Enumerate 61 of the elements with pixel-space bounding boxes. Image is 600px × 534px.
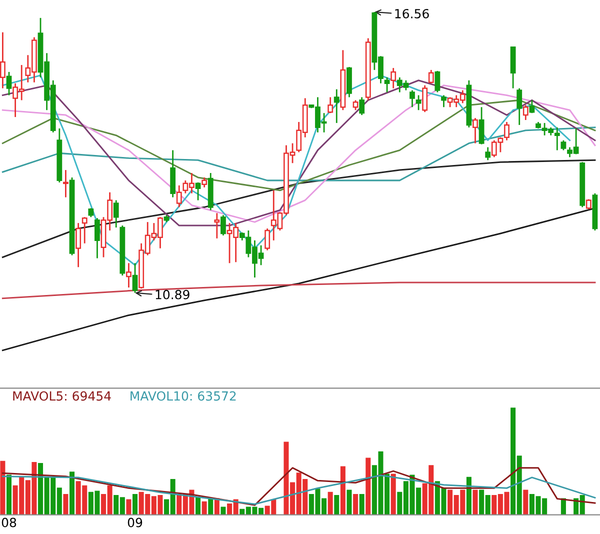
bar <box>523 490 528 515</box>
candlestick <box>359 96 365 116</box>
bar <box>196 497 201 515</box>
text: MAVOL5: 69454 <box>13 391 111 401</box>
candlestick <box>126 262 132 288</box>
candlestick <box>82 216 88 244</box>
candlestick <box>428 69 434 84</box>
candlestick <box>384 76 390 93</box>
bar <box>208 498 214 515</box>
candlestick <box>63 169 68 198</box>
candlestick <box>214 212 220 240</box>
bar <box>63 494 68 515</box>
bar <box>70 472 75 515</box>
bar <box>340 466 346 515</box>
bar <box>0 460 6 515</box>
candlestick <box>264 228 270 251</box>
candlestick <box>472 117 478 144</box>
candlestick <box>560 140 566 151</box>
candlestick <box>485 146 491 161</box>
candlestick <box>522 104 528 121</box>
candlestick <box>441 94 446 108</box>
candlestick <box>410 90 415 108</box>
candlestick <box>390 67 396 89</box>
annotation: 16.56 <box>395 8 429 18</box>
candlestick <box>416 94 422 111</box>
candlestick <box>328 96 334 114</box>
bar <box>346 490 352 515</box>
text: MAVOL10: 63572 <box>130 391 236 401</box>
candlestick <box>478 106 484 145</box>
x-tick-label: 09 <box>128 518 142 528</box>
bar <box>334 495 340 515</box>
candlestick <box>516 88 522 126</box>
candlestick <box>6 71 12 96</box>
candlestick <box>422 84 428 113</box>
bar <box>472 490 478 515</box>
candlestick <box>76 222 82 268</box>
candlestick <box>113 200 119 228</box>
bar <box>366 458 371 515</box>
candlestick <box>132 262 138 294</box>
bar <box>202 501 207 515</box>
candlestick <box>176 184 182 208</box>
bar <box>6 474 12 515</box>
candlestick <box>202 176 208 188</box>
bar <box>390 474 396 515</box>
bar <box>132 494 138 515</box>
bar <box>220 506 226 515</box>
bar <box>126 499 132 515</box>
candlestick <box>352 99 358 111</box>
candlestick <box>434 70 440 93</box>
candlestick <box>195 182 201 201</box>
candlestick <box>0 32 6 89</box>
annotation: 10.89 <box>156 290 190 300</box>
bar <box>353 494 358 515</box>
bar <box>466 476 472 515</box>
bar <box>359 494 364 515</box>
bar <box>328 492 333 515</box>
candlestick <box>220 214 226 236</box>
candlestick <box>529 99 535 114</box>
candlestick <box>334 88 340 124</box>
candlestick <box>94 217 100 259</box>
x-tick-label: 08 <box>2 518 16 528</box>
